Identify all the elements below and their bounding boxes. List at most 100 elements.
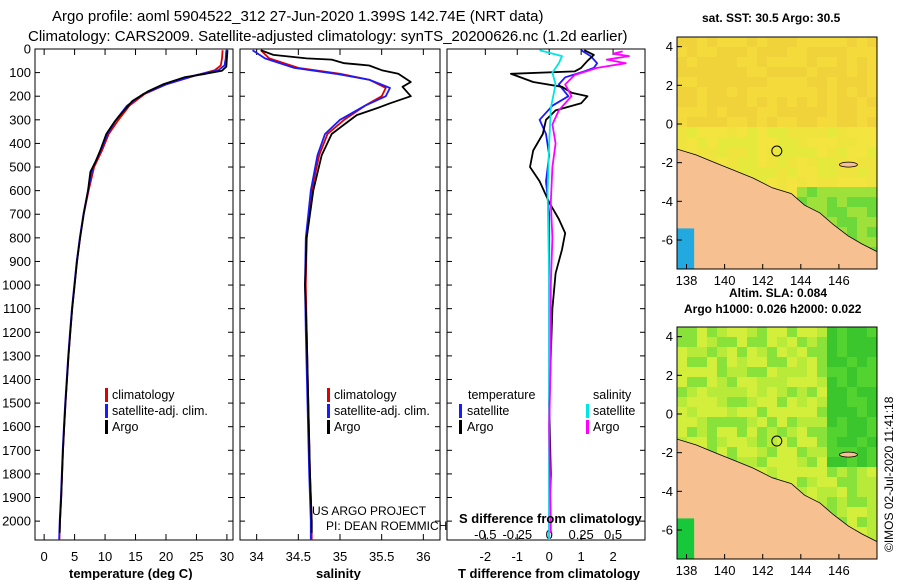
map-cell: [777, 417, 787, 427]
map-cell: [847, 137, 857, 147]
map-cell: [867, 487, 877, 497]
map-cell: [727, 127, 737, 137]
map-cell: [787, 77, 797, 87]
map-cell: [677, 377, 687, 387]
map-cell: [857, 497, 867, 507]
map-cell: [687, 387, 697, 397]
map-cell: [797, 427, 807, 437]
salinity-depth-ticks: [240, 48, 440, 522]
map-cell: [727, 447, 737, 457]
map-cell: [857, 57, 867, 67]
map-cell: [807, 457, 817, 467]
legend-s-satellite-label: satellite: [593, 404, 635, 418]
map-cell: [787, 407, 797, 417]
map-cell: [827, 157, 837, 167]
map-cell: [687, 57, 697, 67]
map-cell: [747, 387, 757, 397]
map-cell: [787, 167, 797, 177]
map-cell: [717, 337, 727, 347]
map-cell: [677, 417, 687, 427]
map-cell: [867, 167, 877, 177]
legend-t-satellite-swatch: [459, 404, 462, 418]
map-cell: [747, 407, 757, 417]
x-tick-label: -2: [480, 549, 492, 564]
map-cell: [797, 47, 807, 57]
map-cell: [857, 427, 867, 437]
map-y-tick-label: 2: [666, 368, 673, 383]
island: [839, 451, 858, 458]
temperature-axis-ticks: 0 5 10 15 20 25 30: [41, 49, 234, 564]
depth-tick-label: 900: [9, 254, 31, 269]
map-cell: [847, 227, 857, 237]
map-y-tick-label: -4: [661, 484, 673, 499]
map-cell: [827, 467, 837, 477]
map-y-tick-label: 4: [666, 39, 673, 54]
map-cell: [837, 357, 847, 367]
map-cell: [707, 377, 717, 387]
map-cell: [757, 167, 767, 177]
map-cell: [807, 437, 817, 447]
map-cell: [787, 417, 797, 427]
map-cell: [747, 167, 757, 177]
map-cell: [677, 77, 687, 87]
map-cell: [857, 157, 867, 167]
map-cell: [717, 117, 727, 127]
map-cell: [707, 427, 717, 437]
map-cell: [837, 207, 847, 217]
credits-project: US ARGO PROJECT: [312, 504, 427, 518]
map-cell: [827, 497, 837, 507]
map-x-tick-label: 138: [676, 273, 698, 288]
map-cell: [787, 437, 797, 447]
map-cell: [717, 327, 727, 337]
map-cell: [767, 417, 777, 427]
map-cell: [837, 397, 847, 407]
map-cell: [847, 347, 857, 357]
map-cell: [727, 377, 737, 387]
depth-tick-label: 1200: [2, 325, 31, 340]
map-cell: [787, 67, 797, 77]
map-cell: [747, 417, 757, 427]
map-cell: [797, 57, 807, 67]
map-cell: [697, 77, 707, 87]
map-cell: [767, 137, 777, 147]
map-cell: [777, 107, 787, 117]
map-cell: [857, 367, 867, 377]
map-cell: [707, 437, 717, 447]
map-cell: [807, 147, 817, 157]
map-cell: [737, 147, 747, 157]
map-cell: [717, 367, 727, 377]
map-cell: [867, 97, 877, 107]
map-cell: [777, 67, 787, 77]
map-cell: [847, 127, 857, 137]
map-cell: [727, 347, 737, 357]
map-cell: [697, 127, 707, 137]
map-cell: [857, 137, 867, 147]
map-cell: [717, 57, 727, 67]
map-cell: [687, 37, 697, 47]
map-cell: [767, 377, 777, 387]
map-cell: [847, 327, 857, 337]
map-cell: [837, 327, 847, 337]
map-cell: [797, 107, 807, 117]
map-cell: [827, 457, 837, 467]
map-cell: [777, 347, 787, 357]
map-cell: [787, 477, 797, 487]
map-cell: [787, 97, 797, 107]
map-cell: [847, 147, 857, 157]
map-cell: [697, 147, 707, 157]
map-cell: [707, 137, 717, 147]
map-cell: [677, 137, 687, 147]
x-tick-label: 34: [249, 549, 263, 564]
map-cell: [767, 47, 777, 57]
map-cell: [777, 427, 787, 437]
map-cell: [717, 67, 727, 77]
map-cell: [817, 207, 827, 217]
x-tick-label: 2: [609, 549, 616, 564]
map-cell: [747, 67, 757, 77]
map-cell: [687, 397, 697, 407]
map-cell: [837, 147, 847, 157]
map-cell: [807, 477, 817, 487]
map-cell: [857, 357, 867, 367]
map-cell: [757, 397, 767, 407]
depth-tick-label: 0: [24, 42, 31, 57]
